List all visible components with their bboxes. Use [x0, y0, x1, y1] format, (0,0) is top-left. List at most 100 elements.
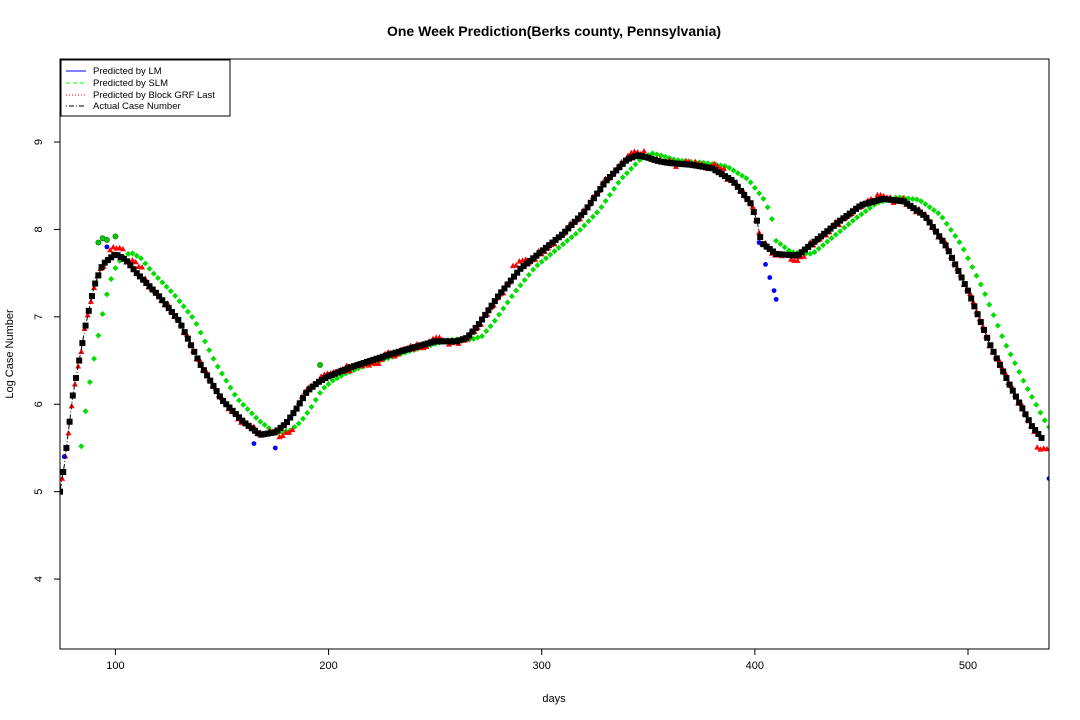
- actual-point: [120, 255, 127, 262]
- actual-point: [616, 164, 623, 171]
- actual-point: [245, 422, 252, 429]
- slm-point: [560, 241, 567, 248]
- actual-point: [526, 257, 533, 264]
- actual-point: [741, 192, 748, 199]
- actual-point: [929, 224, 936, 231]
- actual-point: [1016, 399, 1023, 406]
- actual-point: [763, 243, 770, 250]
- actual-point: [280, 422, 287, 429]
- actual-point: [523, 260, 530, 267]
- slm-point: [935, 210, 942, 217]
- actual-point: [268, 429, 275, 436]
- lm-point: [767, 275, 773, 280]
- x-axis-label: days: [542, 693, 566, 705]
- slm-point: [653, 151, 660, 158]
- actual-point: [766, 246, 773, 253]
- actual-point: [373, 355, 380, 362]
- slm-point: [999, 333, 1006, 340]
- slm-point: [747, 179, 754, 186]
- actual-point: [677, 160, 684, 167]
- actual-point: [638, 153, 645, 160]
- actual-point: [901, 198, 908, 205]
- slm-point: [521, 277, 528, 284]
- actual-point: [610, 170, 617, 177]
- actual-point: [594, 190, 601, 197]
- actual-point: [731, 179, 738, 186]
- actual-point: [277, 424, 284, 431]
- actual-point: [859, 201, 866, 208]
- slm-point: [828, 235, 835, 242]
- actual-point: [773, 250, 780, 257]
- grf-point: [71, 381, 78, 387]
- actual-point: [226, 404, 233, 411]
- slm-point: [227, 384, 234, 391]
- actual-point: [869, 198, 876, 205]
- actual-point: [261, 431, 268, 438]
- actual-point: [351, 363, 358, 370]
- lm-point: [763, 262, 768, 267]
- slm-point: [598, 204, 605, 211]
- actual-point: [872, 197, 879, 204]
- actual-point: [562, 228, 569, 235]
- actual-point: [197, 361, 204, 368]
- actual-point: [824, 228, 831, 235]
- actual-line: [60, 154, 1043, 492]
- actual-point: [258, 431, 265, 438]
- grf-point: [84, 311, 91, 318]
- slm-point: [1041, 417, 1048, 424]
- chart-title: One Week Prediction(Berks county, Pennsy…: [387, 23, 721, 39]
- actual-point: [306, 386, 313, 393]
- slm-point: [146, 265, 153, 272]
- slm-point: [201, 338, 208, 345]
- actual-point: [325, 373, 332, 380]
- actual-point: [431, 338, 438, 345]
- actual-point: [98, 264, 105, 271]
- x-tick-label: 100: [106, 660, 124, 672]
- actual-point: [849, 208, 856, 215]
- grf-point: [132, 258, 139, 265]
- actual-point: [757, 234, 764, 241]
- actual-point: [952, 261, 959, 268]
- actual-point: [511, 273, 518, 280]
- slm-point: [513, 287, 520, 294]
- actual-point: [571, 218, 578, 225]
- actual-point: [271, 429, 278, 436]
- actual-point: [546, 242, 553, 249]
- actual-point: [453, 338, 460, 345]
- actual-point: [619, 160, 626, 167]
- actual-point: [933, 228, 940, 235]
- actual-point: [1028, 423, 1035, 430]
- actual-point: [405, 345, 412, 352]
- slm-point: [994, 322, 1001, 329]
- actual-point: [968, 295, 975, 302]
- actual-point: [88, 293, 95, 300]
- actual-point: [792, 252, 799, 259]
- slm-point: [845, 221, 852, 228]
- grf-point: [714, 163, 721, 169]
- y-tick-label: 6: [33, 401, 45, 407]
- slm-point: [918, 198, 925, 205]
- slm-point: [986, 301, 993, 308]
- slm-point: [299, 415, 306, 422]
- actual-point: [533, 252, 540, 259]
- actual-point: [1022, 411, 1029, 418]
- slm-point: [952, 233, 959, 239]
- actual-point: [670, 160, 677, 167]
- slm-point: [223, 377, 230, 384]
- actual-point: [459, 336, 466, 343]
- slm-point: [832, 231, 839, 238]
- slm-point: [960, 246, 967, 253]
- actual-point: [888, 196, 895, 203]
- actual-point: [686, 161, 693, 168]
- actual-point: [635, 152, 642, 159]
- actual-point: [319, 376, 326, 383]
- actual-point: [782, 251, 789, 258]
- slm-point: [602, 198, 609, 205]
- actual-point: [178, 322, 185, 329]
- actual-point: [536, 250, 543, 257]
- slm-point: [990, 312, 997, 319]
- actual-point: [862, 200, 869, 207]
- x-tick-label: 300: [533, 660, 551, 672]
- plot-area: [60, 148, 1049, 495]
- actual-point: [498, 289, 505, 296]
